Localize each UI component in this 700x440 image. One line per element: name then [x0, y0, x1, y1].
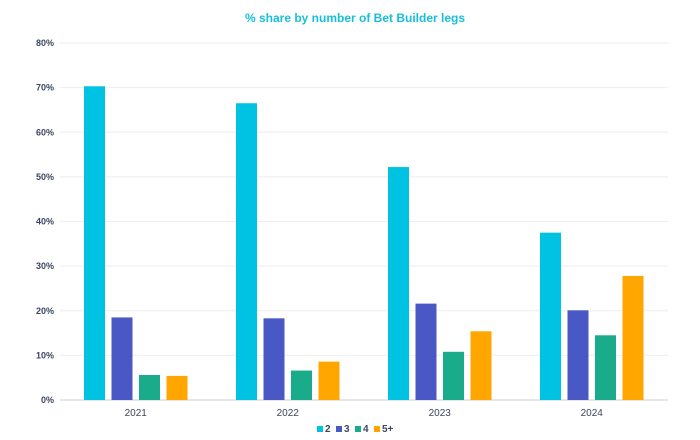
- x-tick-label: 2022: [277, 408, 300, 419]
- bars: [84, 86, 644, 401]
- gridlines: [60, 42, 668, 401]
- bar-2024-series-2: [540, 232, 561, 400]
- y-tick-label: 80%: [36, 38, 54, 48]
- bar-2024-series-5+: [622, 275, 644, 400]
- bar-2023-series-4: [443, 351, 464, 400]
- x-tick-label: 2024: [581, 408, 604, 419]
- x-tick-label: 2021: [125, 408, 148, 419]
- y-tick-label: 60%: [36, 127, 54, 137]
- legend-swatch: [355, 426, 361, 432]
- bar-2022-series-4: [291, 370, 312, 400]
- legend-label: 3: [344, 424, 350, 435]
- y-tick-label: 20%: [36, 306, 54, 316]
- bar-2021-series-5+: [166, 375, 188, 400]
- bar-2022-series-5+: [318, 361, 340, 400]
- y-tick-label: 10%: [36, 350, 54, 360]
- bar-2021-series-4: [139, 375, 160, 400]
- y-tick-label: 0%: [41, 395, 54, 405]
- legend-swatch: [317, 426, 323, 432]
- bar-2024-series-3: [567, 310, 589, 400]
- y-tick-label: 50%: [36, 172, 54, 182]
- y-axis: 0% 10% 20% 30% 40% 50% 60% 70% 80%: [36, 38, 54, 405]
- legend-label: 4: [363, 424, 369, 435]
- x-tick-label: 2023: [429, 408, 452, 419]
- legend-swatch: [336, 426, 342, 432]
- bar-2021-series-3: [111, 317, 133, 400]
- bar-2023-series-5+: [470, 331, 492, 400]
- bar-2022-series-3: [263, 318, 285, 400]
- bar-2023-series-2: [388, 167, 409, 400]
- legend-label: 5+: [382, 424, 394, 435]
- legend: 2 3 4 5+: [317, 424, 394, 435]
- chart-title: % share by number of Bet Builder legs: [245, 11, 465, 25]
- y-tick-label: 70%: [36, 83, 54, 93]
- bar-2022-series-2: [236, 103, 257, 401]
- bar-2024-series-4: [595, 335, 616, 400]
- y-tick-label: 30%: [36, 261, 54, 271]
- bar-2023-series-3: [415, 303, 437, 400]
- legend-label: 2: [325, 424, 331, 435]
- y-tick-label: 40%: [36, 217, 54, 227]
- bar-2021-series-2: [84, 86, 105, 400]
- legend-swatch: [374, 426, 380, 432]
- x-axis: 2021 2022 2023 2024: [125, 408, 604, 419]
